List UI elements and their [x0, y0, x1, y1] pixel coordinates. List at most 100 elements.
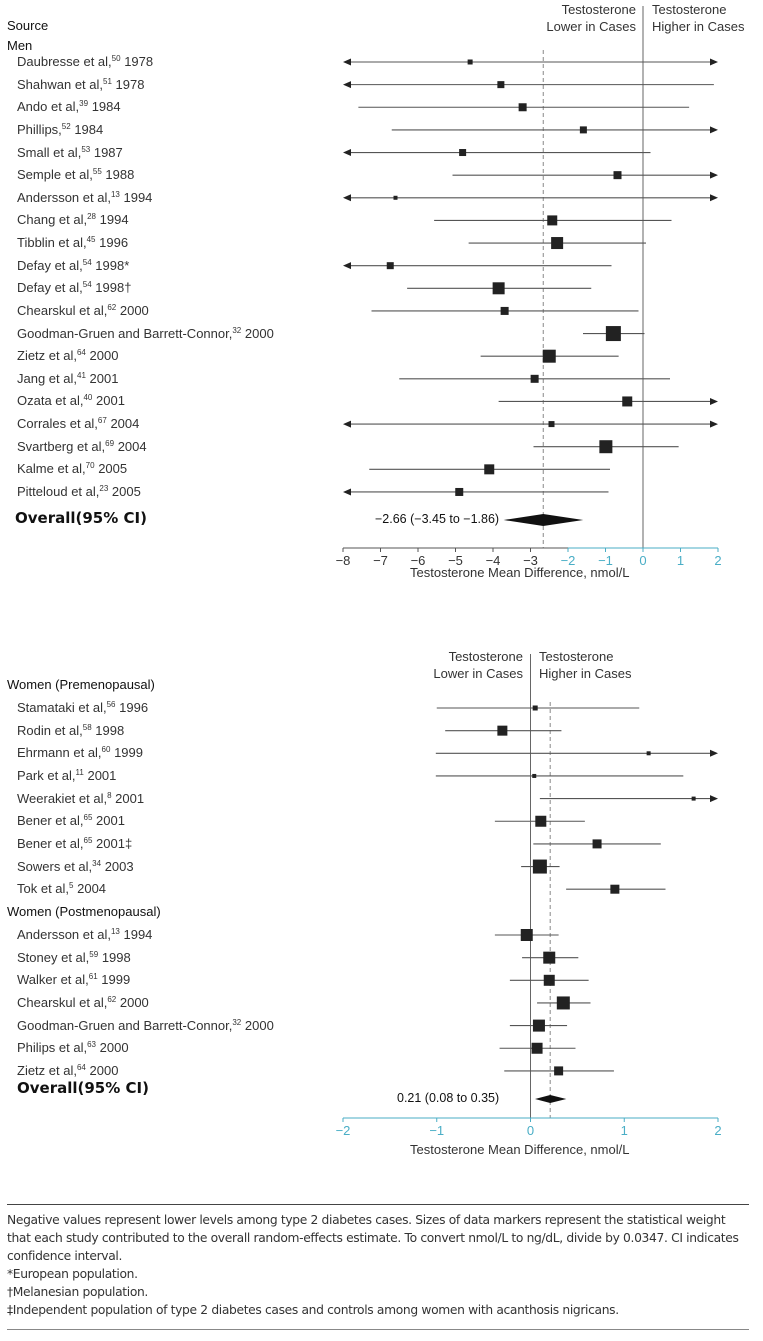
x-tick-label: −2 — [561, 553, 576, 568]
study-name: Jang et al, — [17, 370, 77, 386]
reference-number: 65 — [83, 813, 93, 823]
study-label: Chang et al,28 1994 — [17, 212, 129, 227]
arrow-left-marker — [343, 81, 351, 89]
reference-number: 67 — [97, 416, 107, 426]
study-year: 1994 — [99, 212, 129, 228]
study-year: 1998 — [95, 722, 125, 738]
study-year: 1984 — [74, 121, 104, 137]
x-tick-label: 0 — [527, 1123, 534, 1138]
x-tick-label: −1 — [598, 553, 613, 568]
point-estimate-marker — [554, 1066, 564, 1076]
study-label: Svartberg et al,69 2004 — [17, 439, 147, 454]
point-estimate-marker — [532, 859, 547, 874]
point-estimate-marker — [531, 1042, 543, 1054]
reference-number: 54 — [82, 280, 92, 290]
group-label: Women (Premenopausal) — [7, 677, 155, 692]
study-label: Phillips,52 1984 — [17, 122, 103, 137]
note-independent: ‡Independent population of type 2 diabet… — [7, 1303, 619, 1317]
study-label: Daubresse et al,50 1978 — [17, 54, 153, 69]
study-name: Chearskul et al, — [17, 994, 108, 1010]
study-label: Goodman-Gruen and Barrett-Connor,32 2000 — [17, 1018, 274, 1033]
point-estimate-marker — [393, 195, 398, 200]
study-name: Tibblin et al, — [17, 235, 87, 251]
point-estimate-marker — [543, 951, 556, 964]
study-year: 2001 — [115, 790, 145, 806]
point-estimate-marker — [599, 440, 613, 454]
study-name: Chang et al, — [17, 212, 88, 228]
study-label: Bener et al,65 2001 — [17, 813, 125, 828]
arrow-right-marker — [710, 171, 718, 179]
reference-number: 70 — [85, 461, 95, 471]
study-year: 2004 — [110, 416, 140, 432]
study-name: Bener et al, — [17, 813, 84, 829]
arrow-right-marker — [710, 749, 718, 757]
study-name: Phillips, — [17, 121, 62, 137]
study-label: Small et al,53 1987 — [17, 145, 123, 160]
arrow-left-marker — [343, 58, 351, 66]
x-tick-label: 2 — [714, 553, 721, 568]
study-label: Defay et al,54 1998* — [17, 258, 129, 273]
study-label: Tok et al,5 2004 — [17, 881, 106, 896]
x-axis-label: Testosterone Mean Difference, nmol/L — [410, 1142, 630, 1157]
point-estimate-marker — [484, 464, 495, 475]
point-estimate-marker — [542, 349, 556, 363]
study-label: Tibblin et al,45 1996 — [17, 235, 128, 250]
reference-number: 62 — [107, 994, 117, 1004]
study-name: Sowers et al, — [17, 858, 93, 874]
point-estimate-marker — [497, 81, 505, 89]
reference-number: 40 — [83, 393, 93, 403]
study-year: 1998 — [101, 949, 131, 965]
note-melanesian: †Melanesian population. — [7, 1285, 148, 1299]
x-tick-label: −4 — [486, 553, 501, 568]
study-label: Shahwan et al,51 1978 — [17, 77, 144, 92]
point-estimate-marker — [520, 929, 533, 941]
study-name: Goodman-Gruen and Barrett-Connor, — [17, 325, 233, 341]
study-label: Zietz et al,64 2000 — [17, 1063, 118, 1078]
study-name: Zietz et al, — [17, 1062, 77, 1078]
point-estimate-marker — [535, 815, 547, 827]
point-estimate-marker — [551, 237, 564, 250]
study-year: 1998† — [95, 280, 132, 296]
study-year: 1994 — [123, 927, 153, 942]
study-year: 1978 — [115, 76, 145, 92]
point-estimate-marker — [691, 796, 696, 801]
reference-number: 64 — [76, 1062, 86, 1072]
study-label: Chearskul et al,62 2000 — [17, 995, 149, 1010]
dir-line: Higher in Cases — [652, 19, 745, 34]
arrow-right-marker — [710, 420, 718, 428]
study-name: Kalme et al, — [17, 461, 86, 477]
study-label: Corrales et al,67 2004 — [17, 416, 139, 431]
reference-number: 60 — [101, 745, 111, 755]
point-estimate-marker — [547, 215, 558, 226]
arrow-right-marker — [710, 397, 718, 405]
point-estimate-marker — [548, 421, 555, 428]
study-label: Rodin et al,58 1998 — [17, 723, 124, 738]
reference-number: 54 — [82, 257, 92, 267]
point-estimate-marker — [543, 974, 555, 986]
dir-line: Testosterone — [539, 649, 614, 664]
study-year: 2001 — [89, 370, 119, 386]
study-label: Sowers et al,34 2003 — [17, 859, 134, 874]
arrow-left-marker — [343, 262, 351, 270]
overall-label: Overall(95% CI) — [17, 1079, 149, 1097]
study-label: Ozata et al,40 2001 — [17, 393, 125, 408]
point-estimate-marker — [622, 396, 633, 407]
x-tick-label: −7 — [373, 553, 388, 568]
arrow-right-marker — [710, 795, 718, 803]
study-year: 1999 — [114, 745, 143, 761]
x-tick-label: −6 — [411, 553, 426, 568]
figure-notes: Negative values represent lower levels a… — [7, 1204, 749, 1330]
study-label: Stamataki et al,56 1996 — [17, 700, 148, 715]
study-label: Philips et al,63 2000 — [17, 1040, 129, 1055]
study-year: 2004 — [117, 438, 147, 454]
point-estimate-marker — [579, 126, 587, 134]
x-tick-label: 1 — [677, 553, 684, 568]
x-tick-label: 2 — [714, 1123, 721, 1138]
point-estimate-marker — [500, 306, 509, 315]
study-label: Kalme et al,70 2005 — [17, 461, 127, 476]
study-name: Pitteloud et al, — [17, 483, 100, 499]
direction-label-lower: Testosterone Lower in Cases — [433, 648, 523, 682]
reference-number: 50 — [111, 54, 121, 63]
study-year: 2000 — [244, 325, 274, 341]
study-name: Ozata et al, — [17, 393, 84, 409]
